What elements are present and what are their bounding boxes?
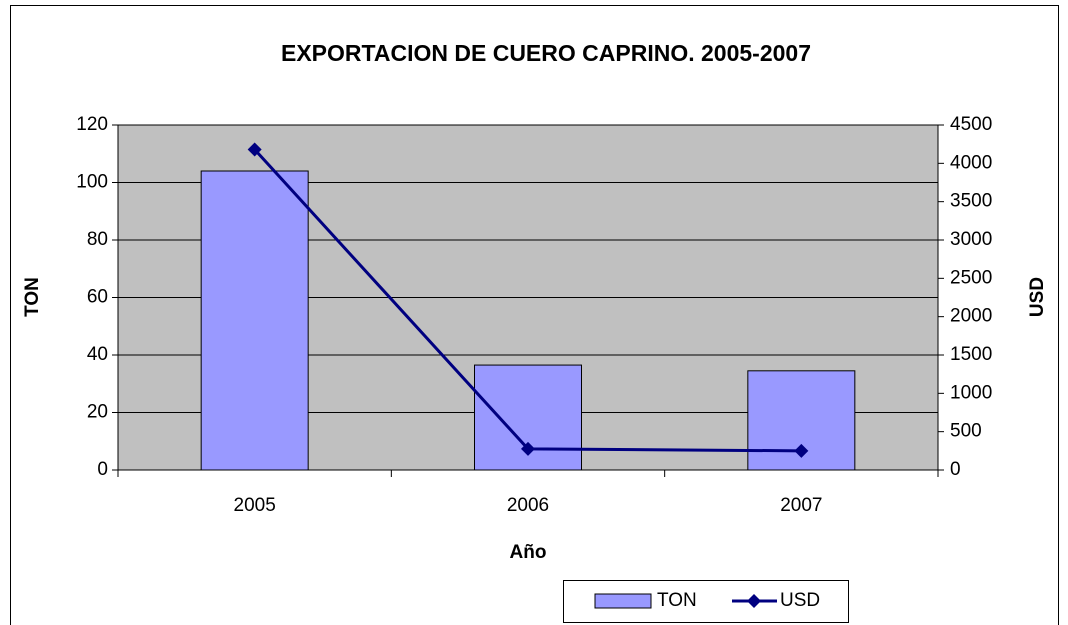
- x-tick-label: 2005: [234, 495, 276, 516]
- y-tick-label: 20: [87, 402, 108, 423]
- y2-tick-label: 3000: [950, 229, 992, 250]
- legend-marker: [747, 594, 761, 608]
- marker: [794, 443, 809, 458]
- y-tick-label: 120: [76, 114, 108, 135]
- y-tick-label: 60: [87, 287, 108, 308]
- y2-tick-label: 2500: [950, 267, 992, 288]
- legend-label: TON: [657, 590, 697, 611]
- legend-swatch: [594, 593, 652, 609]
- bar: [200, 170, 309, 471]
- marker: [247, 142, 262, 157]
- y-tick-label: 40: [87, 344, 108, 365]
- y-tick-label: 0: [97, 459, 108, 480]
- y2-tick-label: 500: [950, 421, 982, 442]
- x-axis-label: Año: [510, 542, 547, 563]
- y-axis-label: TON: [22, 277, 43, 317]
- y2-tick-label: 4000: [950, 152, 992, 173]
- y-tick-label: 80: [87, 229, 108, 250]
- y2-tick-label: 4500: [950, 114, 992, 135]
- legend-label: USD: [780, 590, 820, 611]
- y2-tick-label: 0: [950, 459, 961, 480]
- y2-tick-label: 1000: [950, 382, 992, 403]
- y2-tick-label: 1500: [950, 344, 992, 365]
- chart-title: EXPORTACION DE CUERO CAPRINO. 2005-2007: [281, 40, 811, 66]
- y-tick-label: 100: [76, 172, 108, 193]
- y2-tick-label: 3500: [950, 191, 992, 212]
- x-tick-label: 2007: [780, 495, 822, 516]
- x-tick-label: 2006: [507, 495, 549, 516]
- y2-axis-label: USD: [1027, 277, 1048, 317]
- marker: [521, 441, 535, 456]
- y2-tick-label: 2000: [950, 306, 992, 327]
